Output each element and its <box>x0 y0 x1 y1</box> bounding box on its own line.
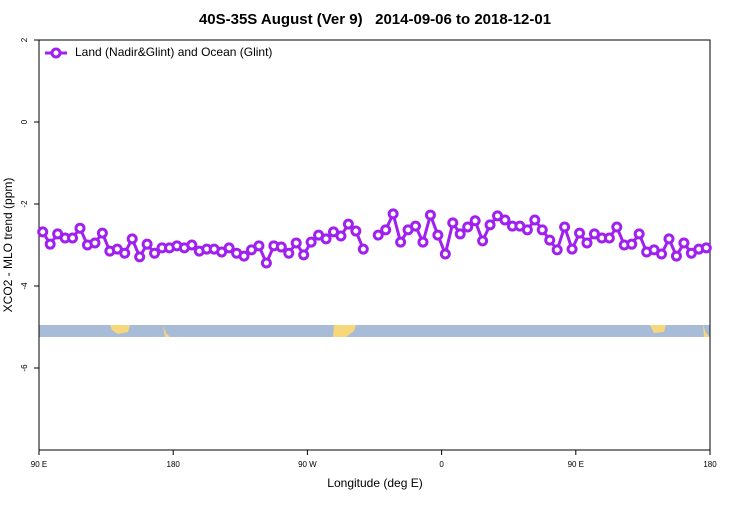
data-point <box>342 218 354 230</box>
x-tick-label: 180 <box>703 460 717 469</box>
data-point <box>395 236 407 248</box>
data-point <box>499 214 511 226</box>
land-patch <box>703 325 710 337</box>
data-point <box>462 221 474 233</box>
data-point <box>678 237 690 249</box>
land-patch <box>163 325 170 337</box>
legend-marker <box>50 47 62 59</box>
data-point <box>581 237 593 249</box>
data-point <box>67 232 79 244</box>
chart-title: 40S-35S August (Ver 9) 2014-09-06 to 201… <box>199 11 551 28</box>
land-patch <box>333 325 356 337</box>
data-point <box>275 241 287 253</box>
data-point <box>96 227 108 239</box>
data-point <box>611 221 623 233</box>
data-point <box>454 228 466 240</box>
data-point <box>559 221 571 233</box>
data-point <box>663 233 675 245</box>
data-point <box>372 229 384 241</box>
data-point <box>536 224 548 236</box>
x-axis-label: Longitude (deg E) <box>327 476 422 490</box>
data-point <box>387 208 399 220</box>
data-point <box>566 243 578 255</box>
land-patch <box>650 325 666 333</box>
data-point <box>305 236 317 248</box>
y-tick-label: 2 <box>20 37 29 42</box>
data-point <box>253 240 265 252</box>
data-point <box>380 224 392 236</box>
data-point <box>283 247 295 259</box>
data-point <box>529 214 541 226</box>
x-tick-label: 90 E <box>31 460 47 469</box>
data-point <box>551 244 563 256</box>
y-tick-label: -4 <box>20 282 29 290</box>
data-point <box>223 242 235 254</box>
data-point <box>469 215 481 227</box>
data-point <box>260 257 272 269</box>
data-point <box>633 228 645 240</box>
ocean-strip <box>39 325 710 337</box>
map-strip <box>39 325 710 337</box>
data-point <box>700 242 712 254</box>
data-point <box>320 233 332 245</box>
data-point <box>74 222 86 234</box>
y-tick-label: -6 <box>20 364 29 372</box>
data-point <box>574 227 586 239</box>
data-point <box>521 224 533 236</box>
y-tick-label: -2 <box>20 200 29 208</box>
data-point <box>149 247 161 259</box>
data-point <box>186 239 198 251</box>
data-point <box>238 250 250 262</box>
data-point <box>432 229 444 241</box>
data-point <box>477 235 489 247</box>
data-point <box>350 225 362 237</box>
data-point <box>37 226 49 238</box>
data-point <box>603 232 615 244</box>
x-tick-label: 180 <box>167 460 181 469</box>
data-point <box>335 230 347 242</box>
data-point <box>439 248 451 260</box>
data-point <box>44 238 56 250</box>
y-tick-label: 0 <box>20 119 29 124</box>
data-point <box>134 251 146 263</box>
data-point <box>119 247 131 259</box>
data-point <box>656 248 668 260</box>
data-point <box>417 236 429 248</box>
data-point <box>298 249 310 261</box>
data-point <box>290 237 302 249</box>
data-point <box>424 209 436 221</box>
data-point <box>89 237 101 249</box>
data-point <box>126 233 138 245</box>
legend-label: Land (Nadir&Glint) and Ocean (Glint) <box>75 45 272 59</box>
data-point <box>544 234 556 246</box>
data-point <box>357 243 369 255</box>
data-point <box>626 238 638 250</box>
data-point <box>447 217 459 229</box>
data-point <box>410 220 422 232</box>
land-patch <box>110 325 130 334</box>
data-point <box>484 219 496 231</box>
x-tick-label: 90 W <box>298 460 317 469</box>
x-tick-label: 90 E <box>568 460 584 469</box>
data-point <box>141 238 153 250</box>
y-axis-label: XCO2 - MLO trend (ppm) <box>1 178 15 313</box>
x-tick-label: 0 <box>439 460 444 469</box>
data-point <box>670 250 682 262</box>
